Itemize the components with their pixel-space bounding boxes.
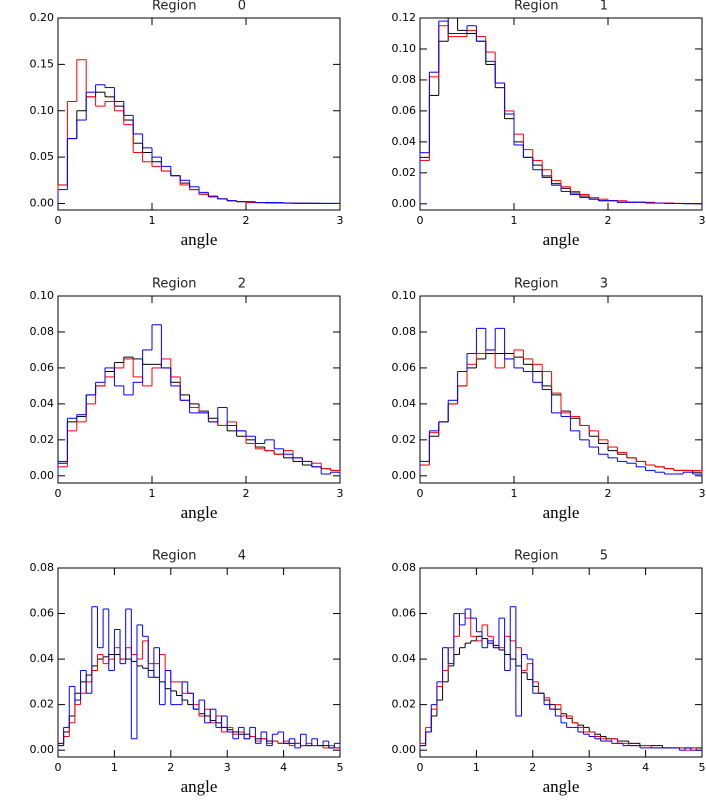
y-tick-label: 0.20 [30,11,55,24]
y-tick-label: 0.00 [392,743,417,756]
y-tick-label: 0.06 [30,361,55,374]
y-tick-label: 0.02 [392,433,417,446]
y-tick-label: 0.02 [30,433,55,446]
x-axis-label: angle [543,777,580,796]
x-tick-label: 2 [167,761,174,774]
y-tick-label: 0.00 [392,469,417,482]
x-tick-label: 0 [417,761,424,774]
y-tick-label: 0.00 [30,743,55,756]
x-tick-label: 4 [642,761,649,774]
y-tick-label: 0.00 [392,197,417,210]
x-tick-label: 1 [149,487,156,500]
x-tick-label: 2 [529,761,536,774]
y-tick-label: 0.04 [392,135,417,148]
y-tick-label: 0.06 [392,361,417,374]
x-tick-label: 0 [55,487,62,500]
x-axis-label: angle [543,503,580,522]
x-tick-label: 3 [586,761,593,774]
y-tick-label: 0.06 [392,607,417,620]
y-tick-label: 0.04 [30,397,55,410]
x-tick-label: 1 [111,761,118,774]
chart-title: Region 4 [152,549,246,564]
x-axis-label: angle [181,777,218,796]
y-tick-label: 0.10 [392,42,417,55]
x-axis-label: angle [181,503,218,522]
x-tick-label: 3 [224,761,231,774]
y-tick-label: 0.08 [392,73,417,86]
y-tick-label: 0.04 [30,652,55,665]
x-tick-label: 2 [605,487,612,500]
y-tick-label: 0.06 [392,104,417,117]
y-tick-label: 0.04 [392,652,417,665]
x-tick-label: 1 [149,214,156,227]
y-tick-label: 0.08 [392,325,417,338]
y-tick-label: 0.08 [30,561,55,574]
y-tick-label: 0.00 [30,197,55,210]
chart-title: Region 0 [152,0,246,14]
chart-title: Region 2 [152,277,246,292]
y-tick-label: 0.12 [392,11,417,24]
y-tick-label: 0.10 [30,104,55,117]
chart-title: Region 5 [514,549,608,564]
plot-frame [57,295,341,484]
y-tick-label: 0.02 [392,698,417,711]
plot-frame [57,567,341,758]
x-tick-label: 5 [699,761,706,774]
x-tick-label: 1 [511,214,518,227]
y-tick-label: 0.08 [392,561,417,574]
x-tick-label: 4 [280,761,287,774]
x-tick-label: 2 [605,214,612,227]
x-tick-label: 3 [337,214,344,227]
x-axis-label: angle [543,230,580,249]
plot-frame [419,567,703,758]
chart-title: Region 3 [514,277,608,292]
x-axis-label: angle [181,230,218,249]
x-tick-label: 5 [337,761,344,774]
x-tick-label: 0 [417,487,424,500]
x-tick-label: 0 [417,214,424,227]
plot-frame [57,17,341,211]
x-tick-label: 3 [337,487,344,500]
y-tick-label: 0.10 [30,289,55,302]
x-tick-label: 2 [243,214,250,227]
plot-frame [419,295,703,484]
y-tick-label: 0.05 [30,150,55,163]
x-tick-label: 0 [55,214,62,227]
plot-frame [419,17,703,211]
x-tick-label: 3 [699,214,706,227]
x-tick-label: 3 [699,487,706,500]
y-tick-label: 0.00 [30,469,55,482]
y-tick-label: 0.08 [30,325,55,338]
y-tick-label: 0.02 [392,166,417,179]
y-tick-label: 0.10 [392,289,417,302]
x-tick-label: 1 [511,487,518,500]
x-tick-label: 0 [55,761,62,774]
y-tick-label: 0.02 [30,698,55,711]
x-tick-label: 1 [473,761,480,774]
y-tick-label: 0.06 [30,607,55,620]
x-tick-label: 2 [243,487,250,500]
y-tick-label: 0.15 [30,57,55,70]
y-tick-label: 0.04 [392,397,417,410]
chart-title: Region 1 [514,0,608,14]
